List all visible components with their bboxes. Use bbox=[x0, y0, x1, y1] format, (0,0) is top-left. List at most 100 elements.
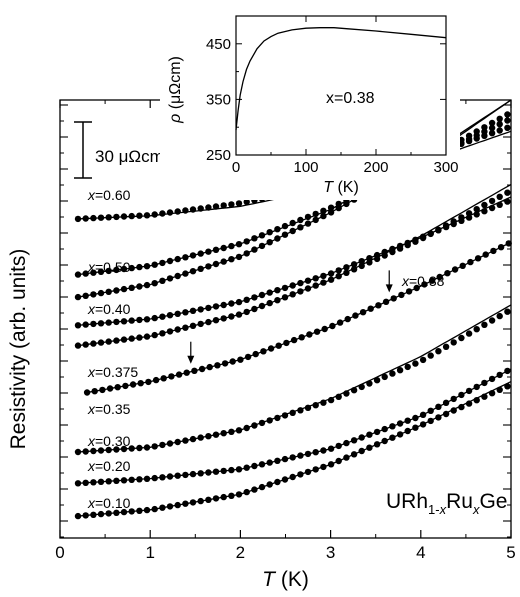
data-point bbox=[343, 264, 350, 271]
data-point bbox=[235, 200, 243, 207]
data-point bbox=[120, 477, 128, 484]
data-point bbox=[113, 318, 120, 326]
data-point bbox=[350, 261, 358, 268]
data-point bbox=[251, 422, 258, 429]
data-point bbox=[312, 466, 319, 473]
data-point bbox=[243, 308, 250, 316]
series-label-value: =0.40 bbox=[95, 301, 131, 317]
data-point bbox=[413, 284, 420, 292]
data-point bbox=[450, 339, 457, 346]
data-point bbox=[166, 312, 174, 319]
data-point bbox=[91, 388, 98, 395]
data-point bbox=[243, 198, 250, 206]
data-point bbox=[113, 509, 120, 516]
data-point bbox=[243, 424, 250, 432]
series-label-variable: x bbox=[87, 458, 96, 474]
data-point bbox=[83, 389, 91, 396]
data-point bbox=[74, 271, 82, 278]
series-label-value: =0.375 bbox=[95, 364, 138, 380]
data-point bbox=[214, 362, 221, 369]
data-point bbox=[197, 434, 204, 441]
data-point bbox=[488, 130, 496, 137]
data-point bbox=[274, 414, 281, 422]
data-point bbox=[366, 380, 373, 387]
data-point bbox=[136, 334, 143, 341]
data-point bbox=[235, 253, 243, 261]
data-point bbox=[396, 367, 404, 374]
data-point bbox=[504, 367, 511, 375]
data-point bbox=[266, 289, 273, 296]
data-point bbox=[228, 313, 235, 320]
data-point bbox=[436, 273, 443, 281]
data-point bbox=[488, 119, 496, 127]
data-point bbox=[182, 471, 189, 479]
data-point bbox=[174, 310, 181, 317]
data-point bbox=[297, 407, 304, 414]
data-point bbox=[197, 250, 204, 257]
data-point bbox=[182, 254, 189, 261]
data-point bbox=[189, 206, 197, 213]
inset-y-tick-label: 250 bbox=[206, 147, 231, 164]
data-point bbox=[105, 267, 112, 275]
data-point bbox=[444, 270, 451, 277]
data-point bbox=[260, 348, 267, 355]
data-point bbox=[212, 246, 220, 253]
data-point bbox=[174, 438, 181, 446]
data-point bbox=[228, 300, 235, 307]
data-point bbox=[136, 444, 143, 452]
data-point bbox=[82, 341, 89, 348]
data-point bbox=[120, 265, 128, 273]
data-point bbox=[137, 380, 144, 387]
data-point bbox=[151, 505, 158, 513]
data-point bbox=[212, 495, 220, 502]
data-point bbox=[120, 318, 128, 325]
data-point bbox=[151, 331, 158, 339]
data-point bbox=[151, 280, 158, 287]
data-point bbox=[359, 309, 367, 316]
data-point bbox=[320, 207, 327, 214]
data-point bbox=[90, 291, 97, 298]
data-point bbox=[465, 210, 473, 217]
x-axis-label-unit: (K) bbox=[275, 568, 309, 591]
data-point bbox=[235, 427, 243, 434]
data-point bbox=[105, 478, 112, 485]
data-point bbox=[243, 296, 250, 303]
data-point bbox=[327, 270, 335, 277]
inset-x-tick-label: 100 bbox=[293, 159, 318, 176]
data-point bbox=[389, 423, 396, 430]
data-point bbox=[151, 261, 158, 268]
data-point bbox=[428, 277, 436, 284]
data-point bbox=[313, 328, 321, 335]
data-point bbox=[82, 292, 89, 299]
data-point bbox=[197, 320, 204, 328]
data-point bbox=[114, 384, 121, 391]
data-point bbox=[419, 421, 427, 428]
data-point bbox=[105, 288, 112, 295]
data-point bbox=[166, 275, 174, 282]
data-point bbox=[335, 457, 342, 465]
data-point bbox=[320, 399, 327, 406]
data-point bbox=[419, 356, 427, 364]
data-point bbox=[128, 508, 135, 515]
data-point bbox=[289, 219, 296, 227]
data-point bbox=[297, 279, 304, 287]
data-point bbox=[404, 417, 411, 424]
series-label: x=0.38 bbox=[401, 273, 445, 289]
data-point bbox=[136, 476, 143, 483]
data-point bbox=[312, 402, 319, 409]
data-point bbox=[274, 226, 281, 233]
data-point bbox=[481, 124, 488, 131]
data-point bbox=[352, 312, 359, 319]
fit-line bbox=[77, 183, 512, 347]
data-point bbox=[106, 385, 114, 392]
data-point bbox=[281, 284, 289, 292]
data-point bbox=[258, 419, 266, 427]
data-point bbox=[251, 294, 258, 301]
compound-label: URh1-xRuxGe bbox=[386, 490, 507, 517]
data-point bbox=[143, 333, 151, 340]
compound-subscript-x: x bbox=[472, 502, 480, 517]
data-point bbox=[465, 400, 473, 407]
data-point bbox=[481, 201, 488, 209]
data-point bbox=[389, 370, 396, 377]
data-point bbox=[182, 207, 189, 214]
